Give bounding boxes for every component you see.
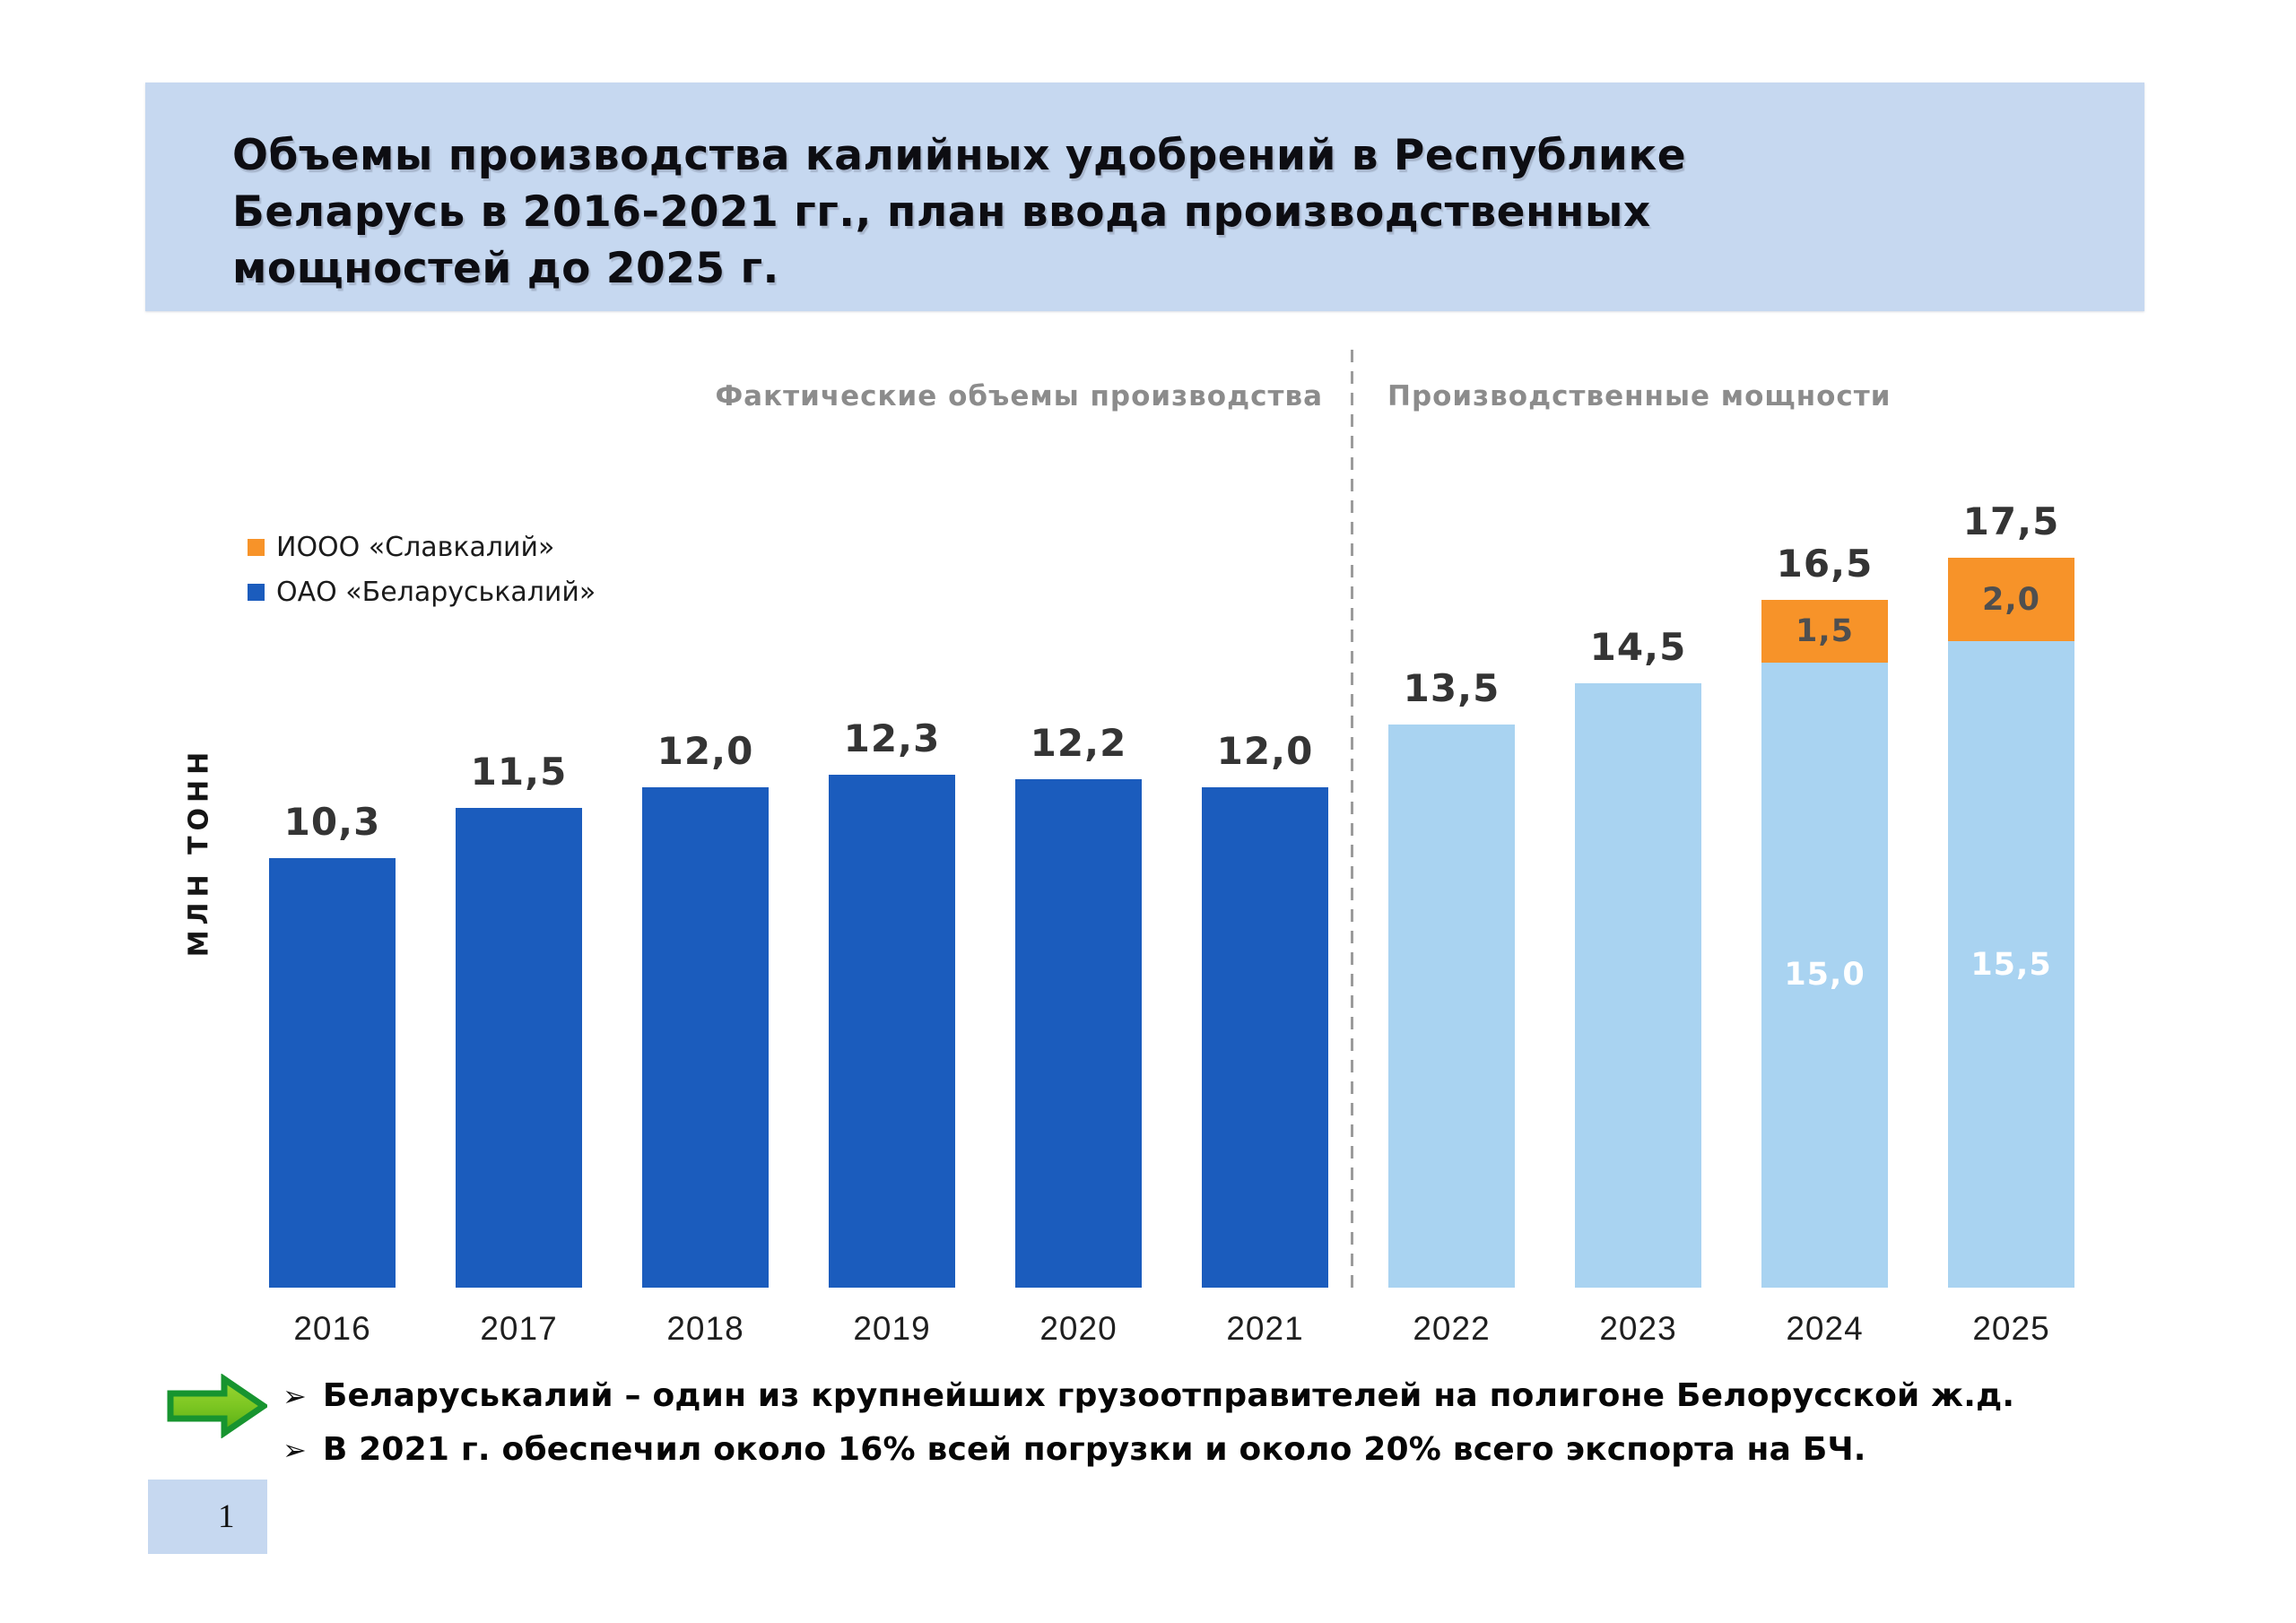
x-axis-year-label: 2017 (480, 1310, 558, 1347)
bar-segment-2025: 2,0 (1948, 558, 2074, 642)
bullet-text: Беларуськалий – один из крупнейших грузо… (322, 1377, 2015, 1414)
arrowhead-bullet-icon: ➢ (283, 1379, 307, 1413)
page-number: 1 (218, 1498, 235, 1535)
bar-total-label: 12,2 (1030, 720, 1127, 765)
bar-total-label: 16,5 (1776, 541, 1874, 586)
bar-total-label: 14,5 (1589, 624, 1687, 669)
bar-segment-2023 (1575, 682, 1701, 1288)
bar-segment-2018 (642, 787, 769, 1288)
bar-total-label: 10,3 (283, 800, 381, 845)
bar-total-label: 11,5 (470, 750, 568, 794)
bar-total-label: 17,5 (1962, 499, 2060, 544)
title-band: Объемы производства калийных удобрений в… (145, 82, 2144, 311)
x-axis-year-label: 2024 (1786, 1310, 1864, 1347)
bar-total-label: 12,0 (1216, 729, 1314, 773)
chart-legend: ИООО «Славкалий» ОАО «Беларуськалий» (248, 531, 596, 608)
bar-segment-2025: 15,5 (1948, 641, 2074, 1288)
bar-segment-value-label: 15,0 (1784, 957, 1866, 994)
bullet-item: ➢ Беларуськалий – один из крупнейших гру… (283, 1377, 2014, 1414)
x-axis-year-label: 2020 (1039, 1310, 1118, 1347)
bar-segment-2019 (829, 775, 955, 1288)
x-axis-year-label: 2023 (1599, 1310, 1677, 1347)
bar-segment-2016 (269, 858, 396, 1288)
x-axis-year-label: 2018 (666, 1310, 744, 1347)
green-arrow-icon (167, 1374, 267, 1438)
x-axis-year-label: 2021 (1226, 1310, 1304, 1347)
bar-segment-value-label: 2,0 (1981, 581, 2040, 618)
bullet-item: ➢ В 2021 г. обеспечил около 16% всей пог… (283, 1431, 1866, 1468)
x-axis-year-label: 2022 (1413, 1310, 1491, 1347)
legend-label: ОАО «Беларуськалий» (276, 576, 596, 608)
page-number-box: 1 (148, 1480, 267, 1554)
x-axis-year-label: 2016 (293, 1310, 371, 1347)
bar-segment-value-label: 15,5 (1970, 946, 2052, 983)
section-label-actual-production: Фактические объемы производства (715, 380, 1323, 412)
bar-total-label: 12,0 (657, 729, 754, 773)
bar-segment-2017 (456, 808, 582, 1288)
section-label-production-capacity: Производственные мощности (1387, 380, 1892, 412)
legend-label: ИООО «Славкалий» (276, 531, 555, 563)
legend-swatch-orange (248, 538, 265, 556)
slide-title: Объемы производства калийных удобрений в… (232, 131, 1687, 293)
bar-segment-2022 (1388, 725, 1515, 1288)
arrowhead-bullet-icon: ➢ (283, 1433, 307, 1467)
legend-swatch-blue (248, 583, 265, 601)
bar-segment-2020 (1015, 778, 1142, 1288)
bar-segment-value-label: 1,5 (1795, 612, 1854, 649)
legend-item-belaruskaliy: ОАО «Беларуськалий» (248, 576, 596, 608)
bar-segment-2024: 1,5 (1761, 599, 1888, 663)
bullet-text: В 2021 г. обеспечил около 16% всей погру… (322, 1431, 1866, 1468)
bar-total-label: 12,3 (843, 716, 941, 761)
section-divider-dashed-line (1351, 350, 1353, 1288)
bar-total-label: 13,5 (1403, 666, 1500, 711)
bar-segment-2021 (1202, 787, 1328, 1288)
legend-item-slavkaliy: ИООО «Славкалий» (248, 531, 596, 563)
x-axis-year-label: 2025 (1972, 1310, 2050, 1347)
bar-segment-2024: 15,0 (1761, 662, 1888, 1288)
x-axis-year-label: 2019 (853, 1310, 931, 1347)
